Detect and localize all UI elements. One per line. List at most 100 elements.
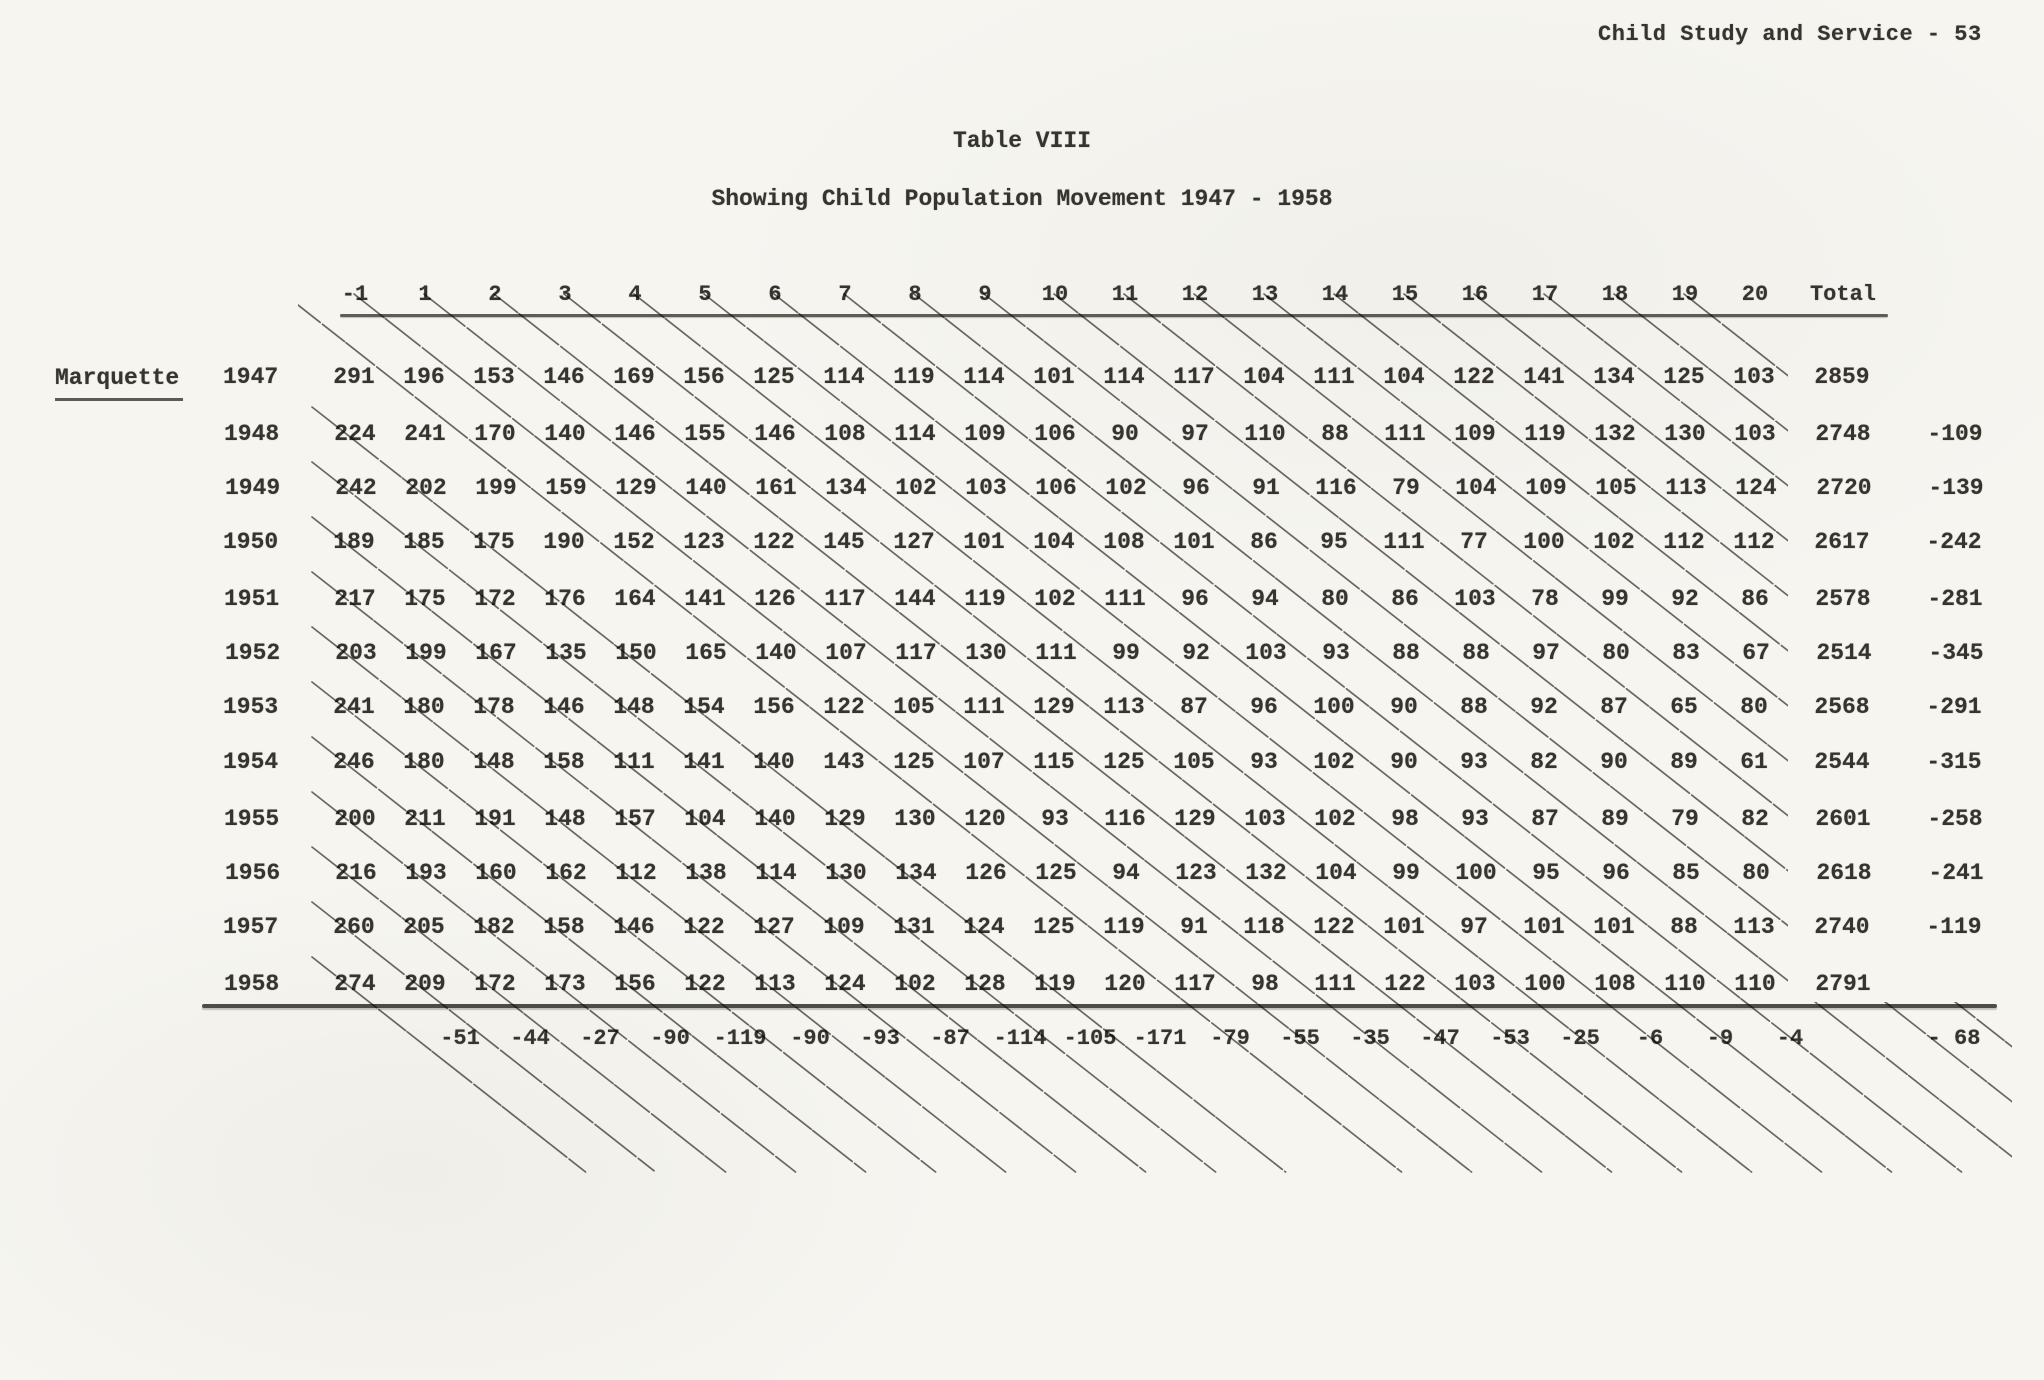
summary-value: -4 — [1776, 1025, 1804, 1051]
cell-age-7: 145 — [823, 528, 865, 555]
cell-age-11: 108 — [1103, 528, 1145, 555]
cell-age-12: 129 — [1174, 805, 1216, 832]
cell-age-6: 161 — [755, 474, 797, 501]
row-year: 1949 — [225, 474, 281, 501]
summary-value: -27 — [580, 1025, 620, 1051]
cell-age--1: 242 — [335, 474, 377, 501]
cell-age-4: 146 — [614, 420, 656, 447]
cell-age-6: 126 — [754, 585, 796, 612]
cell-age-14: 116 — [1315, 474, 1357, 501]
cell-age-13: 110 — [1244, 420, 1286, 447]
cell-age-10: 125 — [1033, 913, 1075, 940]
row-change: -119 — [1926, 913, 1982, 940]
row-total: 2720 — [1816, 474, 1872, 501]
cell-age-3: 146 — [543, 693, 585, 720]
row-change: -345 — [1928, 639, 1984, 666]
cell-age-7: 107 — [825, 639, 867, 666]
cell-age-9: 130 — [965, 639, 1007, 666]
column-header-age-20: 20 — [1741, 281, 1769, 307]
column-header-age-4: 4 — [628, 281, 642, 307]
cell-age-5: 123 — [683, 528, 725, 555]
cell-age-17: 97 — [1532, 639, 1560, 666]
table-title: Table VIII — [952, 128, 1092, 154]
cell-age-4: 152 — [613, 528, 655, 555]
column-header-age-15: 15 — [1391, 281, 1419, 307]
cell-age-16: 77 — [1460, 528, 1488, 555]
cell-age-9: 107 — [963, 748, 1005, 775]
column-header-age-18: 18 — [1601, 281, 1629, 307]
row-change: -291 — [1926, 693, 1982, 720]
row-year: 1953 — [223, 693, 279, 720]
cell-age-20: 61 — [1740, 748, 1768, 775]
cell-age-19: 110 — [1664, 970, 1706, 997]
cell-age-16: 104 — [1455, 474, 1497, 501]
cell-age-2: 160 — [475, 859, 517, 886]
cell-age-18: 89 — [1601, 805, 1629, 832]
table-subtitle: Showing Child Population Movement 1947 -… — [711, 186, 1333, 212]
cell-age-10: 102 — [1034, 585, 1076, 612]
column-header-age-1: 1 — [418, 281, 432, 307]
cell-age-5: 140 — [685, 474, 727, 501]
cell-age-14: 100 — [1313, 693, 1355, 720]
cell-age-8: 102 — [894, 970, 936, 997]
cell-age-10: 101 — [1033, 363, 1075, 390]
cell-age-4: 156 — [614, 970, 656, 997]
column-header-age-11: 11 — [1111, 281, 1139, 307]
cell-age-5: 104 — [684, 805, 726, 832]
row-year: 1947 — [223, 363, 279, 390]
cell-age-17: 100 — [1523, 528, 1565, 555]
cell-age-15: 90 — [1390, 693, 1418, 720]
row-change: -315 — [1926, 748, 1982, 775]
cell-age--1: 260 — [333, 913, 375, 940]
page-header-right: Child Study and Service - 53 — [1598, 22, 1982, 47]
cell-age--1: 189 — [333, 528, 375, 555]
cell-age-15: 98 — [1391, 805, 1419, 832]
cell-age-12: 117 — [1173, 363, 1215, 390]
cell-age-13: 96 — [1250, 693, 1278, 720]
cell-age-17: 100 — [1524, 970, 1566, 997]
cell-age-10: 125 — [1035, 859, 1077, 886]
cell-age-4: 150 — [615, 639, 657, 666]
cell-age-19: 113 — [1665, 474, 1707, 501]
summary-value: -25 — [1560, 1025, 1600, 1051]
cell-age-19: 88 — [1670, 913, 1698, 940]
cell-age-9: 103 — [965, 474, 1007, 501]
cell-age-6: 140 — [755, 639, 797, 666]
cell-age-6: 146 — [754, 420, 796, 447]
cell-age-18: 108 — [1594, 970, 1636, 997]
row-total: 2544 — [1814, 748, 1870, 775]
cell-age-9: 128 — [964, 970, 1006, 997]
cell-age-19: 79 — [1671, 805, 1699, 832]
cell-age-20: 113 — [1733, 913, 1775, 940]
summary-value: -87 — [930, 1025, 970, 1051]
cell-age-7: 134 — [825, 474, 867, 501]
cell-age-8: 117 — [895, 639, 937, 666]
row-year: 1955 — [224, 805, 280, 832]
cell-age-9: 119 — [964, 585, 1006, 612]
row-change: -109 — [1927, 420, 1983, 447]
cell-age-20: 86 — [1741, 585, 1769, 612]
cell-age-15: 88 — [1392, 639, 1420, 666]
cell-age-2: 172 — [474, 585, 516, 612]
cell-age-6: 113 — [754, 970, 796, 997]
cell-age-2: 199 — [475, 474, 517, 501]
cell-age-1: 199 — [405, 639, 447, 666]
cell-age-12: 97 — [1181, 420, 1209, 447]
cell-age-8: 102 — [895, 474, 937, 501]
row-change: -281 — [1927, 585, 1983, 612]
column-header-age-7: 7 — [838, 281, 852, 307]
cell-age-9: 126 — [965, 859, 1007, 886]
cell-age-6: 127 — [753, 913, 795, 940]
cell-age-11: 90 — [1111, 420, 1139, 447]
cell-age-18: 132 — [1594, 420, 1636, 447]
cell-age-14: 122 — [1313, 913, 1355, 940]
cell-age-19: 125 — [1663, 363, 1705, 390]
cell-age-13: 94 — [1251, 585, 1279, 612]
row-total: 2748 — [1815, 420, 1871, 447]
row-change: -139 — [1928, 474, 1984, 501]
cell-age-13: 86 — [1250, 528, 1278, 555]
summary-value: -51 — [440, 1025, 480, 1051]
cell-age-17: 92 — [1530, 693, 1558, 720]
cell-age-10: 119 — [1034, 970, 1076, 997]
cell-age-17: 78 — [1531, 585, 1559, 612]
